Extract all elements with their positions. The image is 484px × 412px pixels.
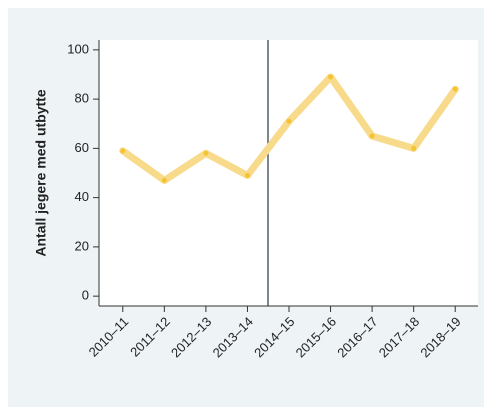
- plot-area: [99, 40, 478, 306]
- y-axis-label: Antall jegere med utbytte: [33, 89, 49, 256]
- data-point: [161, 177, 167, 183]
- y-tick-label: 80: [75, 91, 89, 106]
- data-point: [203, 150, 209, 156]
- y-tick-label: 40: [75, 189, 89, 204]
- data-point: [244, 172, 250, 178]
- data-point: [452, 86, 458, 92]
- y-tick-label: 0: [82, 288, 89, 303]
- y-tick-label: 20: [75, 238, 89, 253]
- y-tick-label: 100: [67, 41, 89, 56]
- data-point: [328, 74, 334, 80]
- data-point: [369, 133, 375, 139]
- data-point: [411, 145, 417, 151]
- data-point: [286, 118, 292, 124]
- y-tick-label: 60: [75, 140, 89, 155]
- data-point: [120, 148, 126, 154]
